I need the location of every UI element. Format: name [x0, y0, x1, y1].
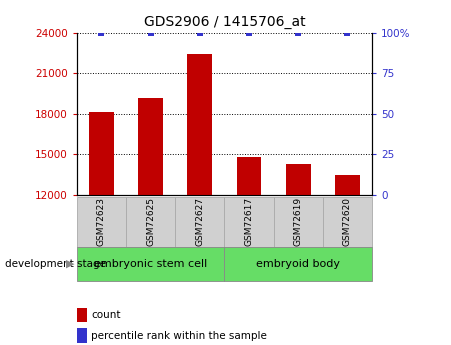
- Text: ▶: ▶: [66, 259, 74, 269]
- Title: GDS2906 / 1415706_at: GDS2906 / 1415706_at: [143, 15, 305, 29]
- Bar: [274, 197, 323, 247]
- Bar: [175, 197, 225, 247]
- Text: percentile rank within the sample: percentile rank within the sample: [91, 331, 267, 341]
- Text: development stage: development stage: [5, 259, 106, 269]
- Bar: [89, 112, 114, 195]
- Bar: [77, 197, 126, 247]
- Bar: [225, 247, 372, 281]
- Bar: [77, 328, 87, 343]
- Text: count: count: [91, 310, 121, 320]
- Bar: [77, 308, 87, 322]
- Bar: [335, 175, 360, 195]
- Bar: [323, 197, 372, 247]
- Text: GSM72619: GSM72619: [294, 197, 303, 246]
- Text: GSM72627: GSM72627: [195, 197, 204, 246]
- Text: GSM72617: GSM72617: [244, 197, 253, 246]
- Bar: [77, 247, 224, 281]
- Text: embryonic stem cell: embryonic stem cell: [94, 259, 207, 269]
- Text: GSM72625: GSM72625: [146, 197, 155, 246]
- Bar: [138, 98, 163, 195]
- Bar: [237, 157, 261, 195]
- Bar: [225, 197, 274, 247]
- Text: GSM72620: GSM72620: [343, 197, 352, 246]
- Bar: [126, 197, 175, 247]
- Bar: [188, 55, 212, 195]
- Bar: [286, 164, 311, 195]
- Text: embryoid body: embryoid body: [256, 259, 340, 269]
- Text: GSM72623: GSM72623: [97, 197, 106, 246]
